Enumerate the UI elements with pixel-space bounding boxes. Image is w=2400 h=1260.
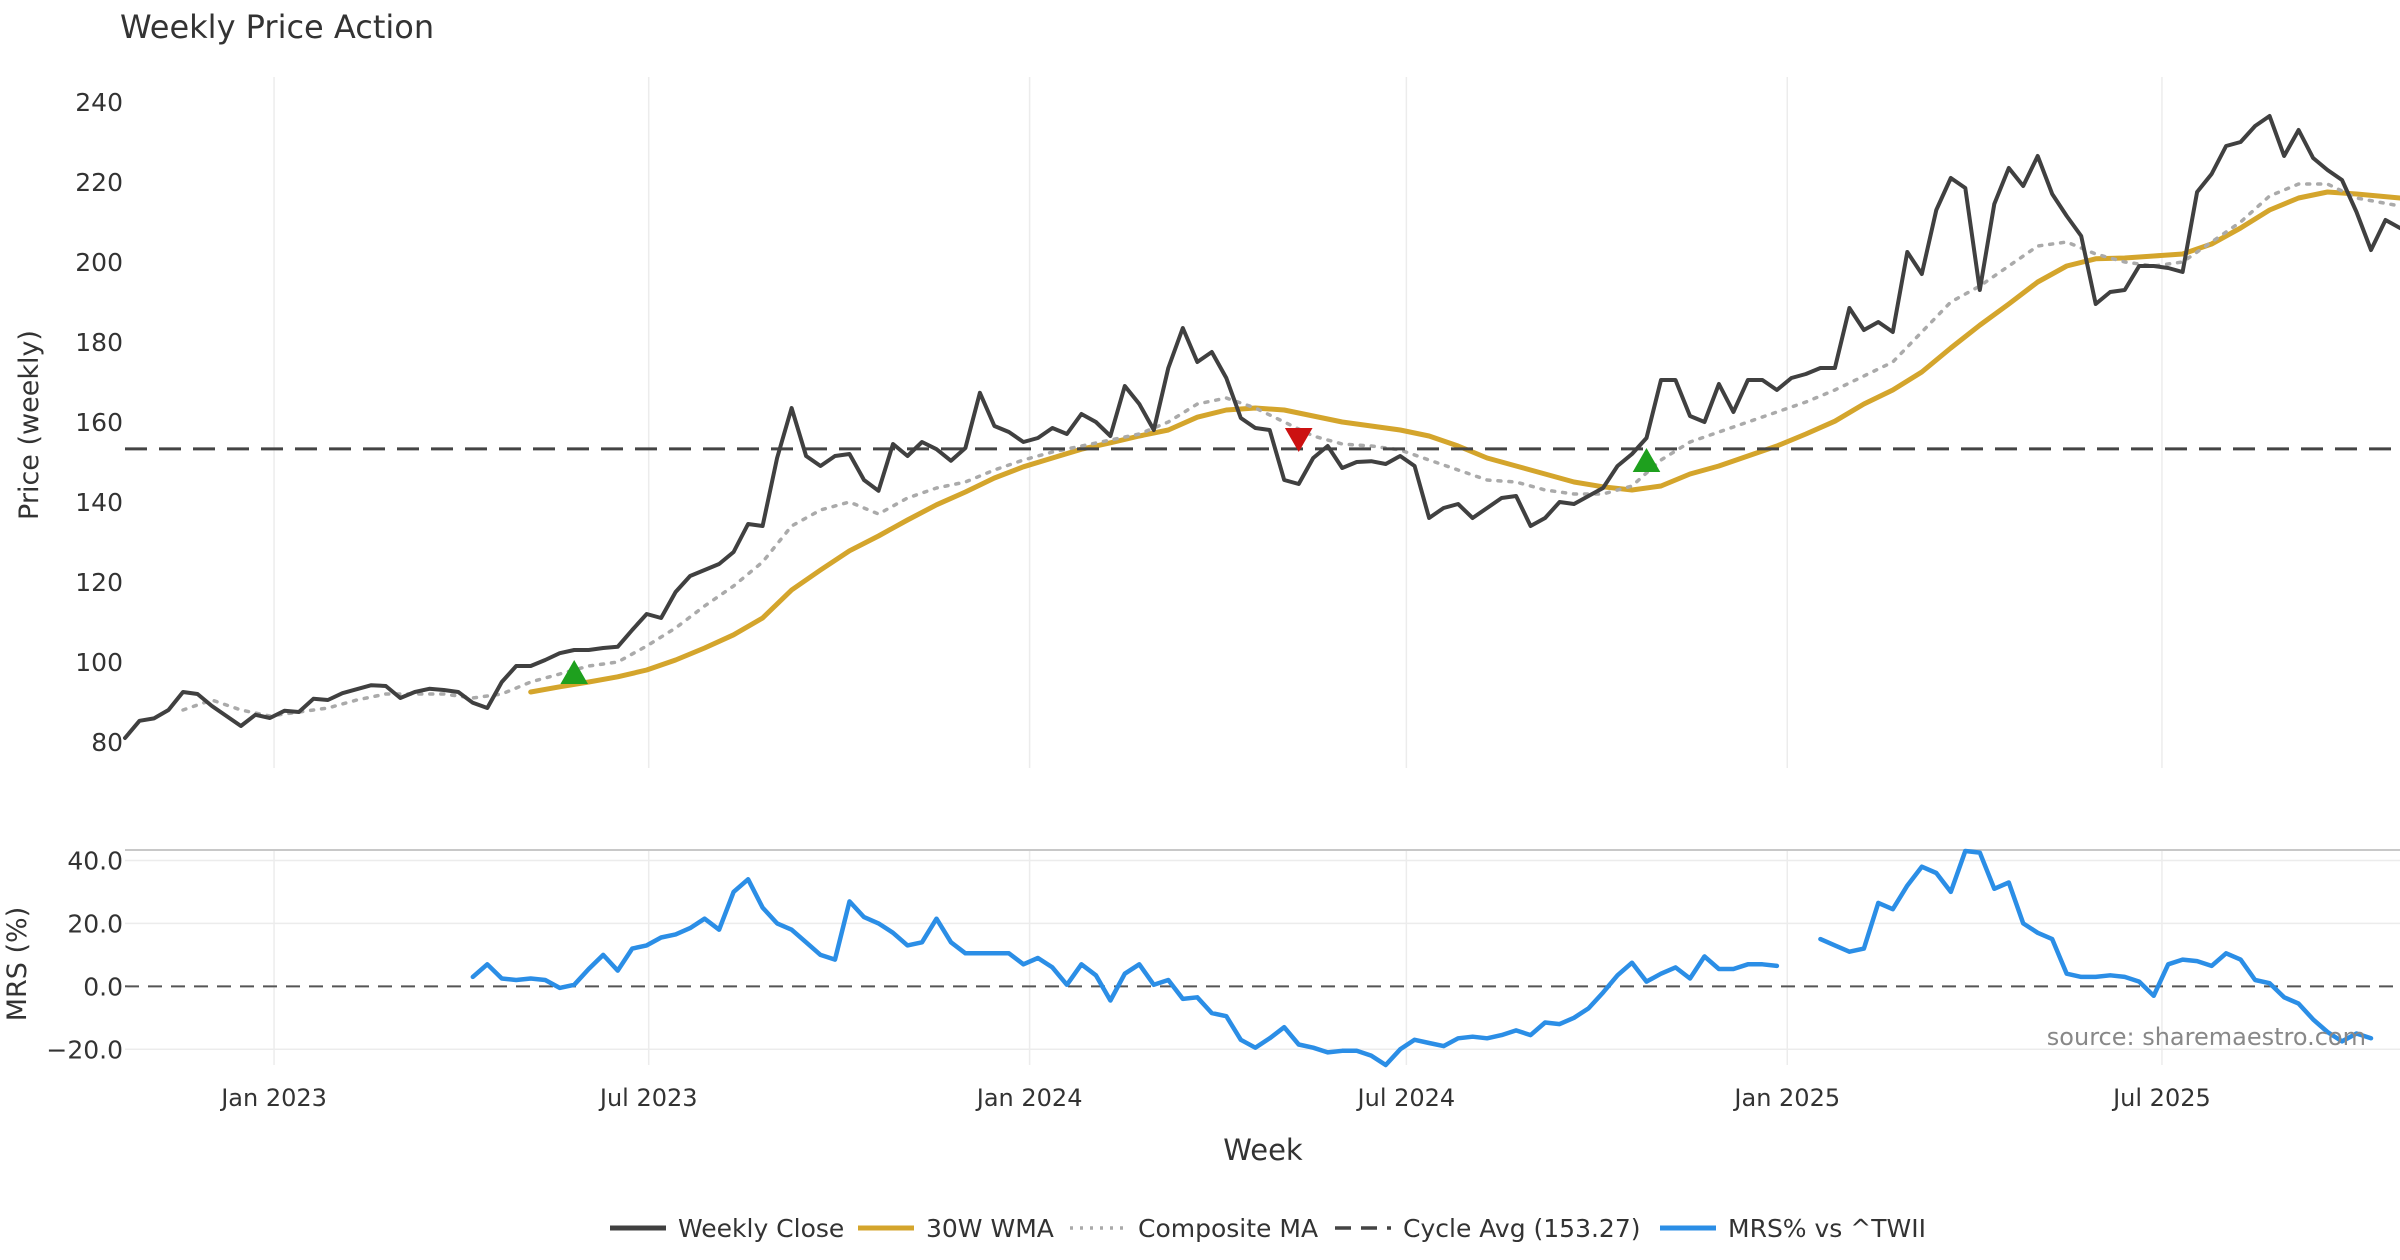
weekly-close-line xyxy=(123,114,2400,740)
price-y-tick-label: 200 xyxy=(75,248,123,277)
x-axis-label: Week xyxy=(1223,1133,1303,1167)
price-y-tick-label: 140 xyxy=(75,488,123,517)
price-y-tick-label: 80 xyxy=(91,728,123,757)
x-tick-label: Jan 2023 xyxy=(219,1084,327,1112)
mrs-line xyxy=(470,877,1780,1068)
x-tick-label: Jan 2025 xyxy=(1732,1084,1840,1112)
legend: Weekly Close 30W WMA Composite MA Cycle Avg… xyxy=(610,1214,1926,1243)
mrs-y-tick-label: −20.0 xyxy=(46,1035,123,1064)
buy-signal-marker xyxy=(1632,448,1661,472)
chart-title: Weekly Price Action xyxy=(120,8,434,46)
price-y-tick-label: 120 xyxy=(75,568,123,597)
mrs-axis-label: MRS (%) xyxy=(2,907,33,1022)
x-tick-label: Jan 2024 xyxy=(975,1084,1083,1112)
price-y-tick-label: 240 xyxy=(75,88,123,117)
source-annotation: source: sharemaestro.com xyxy=(2047,1023,2366,1051)
price-y-tick-label: 160 xyxy=(75,408,123,437)
mrs-plot xyxy=(470,848,2374,1068)
price-y-tick-label: 180 xyxy=(75,328,123,357)
x-tick-label: Jul 2025 xyxy=(2111,1084,2211,1112)
price-plot xyxy=(123,114,2400,740)
x-tick-label: Jul 2023 xyxy=(598,1084,698,1112)
x-tick-label: Jul 2024 xyxy=(1356,1084,1456,1112)
mrs-y-tick-label: 40.0 xyxy=(67,846,123,875)
price-y-tick-label: 100 xyxy=(75,648,123,677)
price-grid xyxy=(273,77,2163,768)
mrs-y-tick-label: 0.0 xyxy=(83,972,123,1001)
legend-label: 30W WMA xyxy=(926,1214,1054,1243)
legend-label: Cycle Avg (153.27) xyxy=(1403,1214,1641,1243)
composite-ma-line xyxy=(181,182,2400,718)
mrs-y-tick-label: 20.0 xyxy=(67,909,123,938)
buy-signal-marker xyxy=(560,660,589,684)
axes-text: Jan 2023 Jul 2023 Jan 2024 Jul 2024 Jan 2025… xyxy=(46,88,2210,1112)
legend-label: Composite MA xyxy=(1138,1214,1318,1243)
price-y-tick-label: 220 xyxy=(75,168,123,197)
wma-30w-line xyxy=(528,189,2400,695)
legend-label: Weekly Close xyxy=(678,1214,844,1243)
sell-signal-marker xyxy=(1284,428,1313,452)
mrs-line xyxy=(1818,848,2374,1044)
legend-label: MRS% vs ^TWII xyxy=(1728,1214,1926,1243)
price-axis-label: Price (weekly) xyxy=(14,330,45,520)
